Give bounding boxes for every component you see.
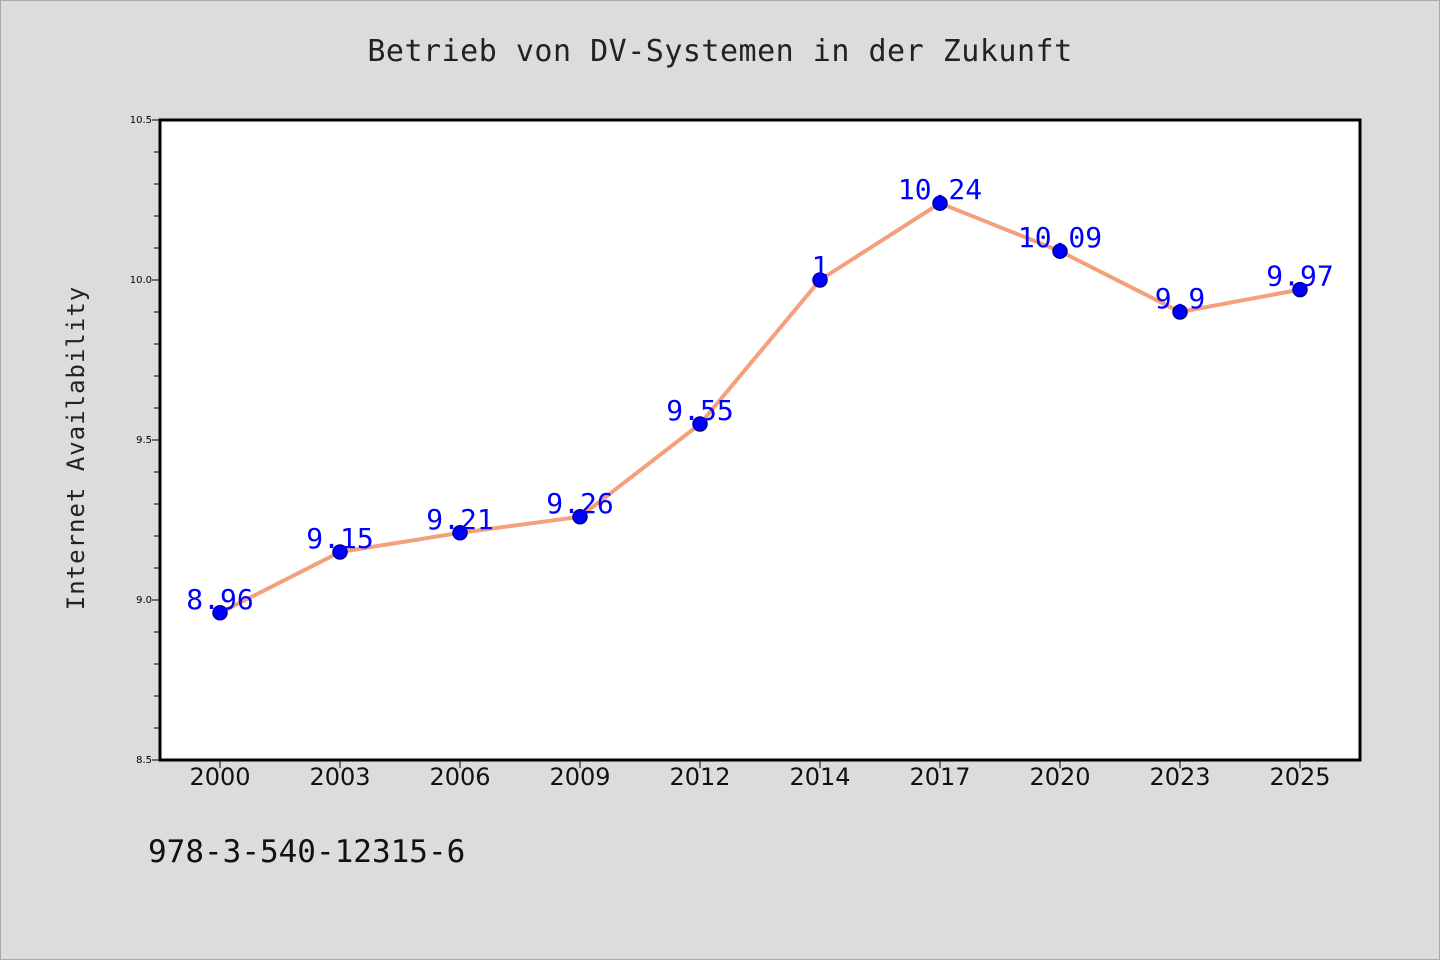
data-label: 9.26 [546, 487, 613, 520]
y-tick-label: 10.0 [130, 275, 152, 286]
series-layer [212, 195, 1308, 621]
data-label: 9.9 [1155, 282, 1206, 315]
data-label: 9.21 [426, 503, 493, 536]
data-label: 9.97 [1266, 260, 1333, 293]
x-tick-label: 2020 [1029, 763, 1090, 791]
data-point [212, 605, 228, 621]
data-point [332, 544, 348, 560]
x-tick-label: 2012 [669, 763, 730, 791]
data-label: 8.96 [186, 583, 253, 616]
data-point [932, 195, 948, 211]
data-point [452, 525, 468, 541]
data-point [812, 272, 828, 288]
x-tick-label: 2003 [309, 763, 370, 791]
y-tick-label: 10.5 [130, 115, 152, 126]
x-tick-label: 2017 [909, 763, 970, 791]
x-tick-label: 2009 [549, 763, 610, 791]
x-tick-label: 2025 [1269, 763, 1330, 791]
data-point [1052, 243, 1068, 259]
data-label-layer: 8.96 9.15 9.21 9.26 9.55 1 10.24 10.09 9.9 9.97 [186, 173, 1333, 616]
y-tick-label: 9.5 [136, 435, 152, 446]
x-tick-label: 2014 [789, 763, 850, 791]
footer-code: 978-3-540-12315-6 [148, 834, 466, 870]
x-tick-label: 2006 [429, 763, 490, 791]
data-point [572, 509, 588, 525]
data-point [1292, 281, 1308, 298]
data-label: 10.24 [898, 173, 982, 206]
data-label: 1 [812, 250, 829, 283]
plot-area [158, 118, 1362, 762]
data-point [692, 416, 708, 432]
x-tick-label: 2000 [189, 763, 250, 791]
x-tick-label: 2023 [1149, 763, 1210, 791]
chart-title: Betrieb von DV-Systemen in der Zukunft [367, 34, 1073, 69]
y-tick-label: 8.5 [136, 755, 152, 766]
data-label: 9.55 [666, 394, 733, 427]
y-tick-label: 9.0 [136, 595, 152, 606]
data-label: 9.15 [306, 522, 373, 555]
data-point [1172, 304, 1188, 320]
series-line [218, 201, 1302, 615]
axis-layer: 8.5 9.0 9.5 10.0 10.5 2000 2003 2006 2009 2012 201… [130, 115, 1331, 791]
data-label: 10.09 [1018, 221, 1102, 254]
